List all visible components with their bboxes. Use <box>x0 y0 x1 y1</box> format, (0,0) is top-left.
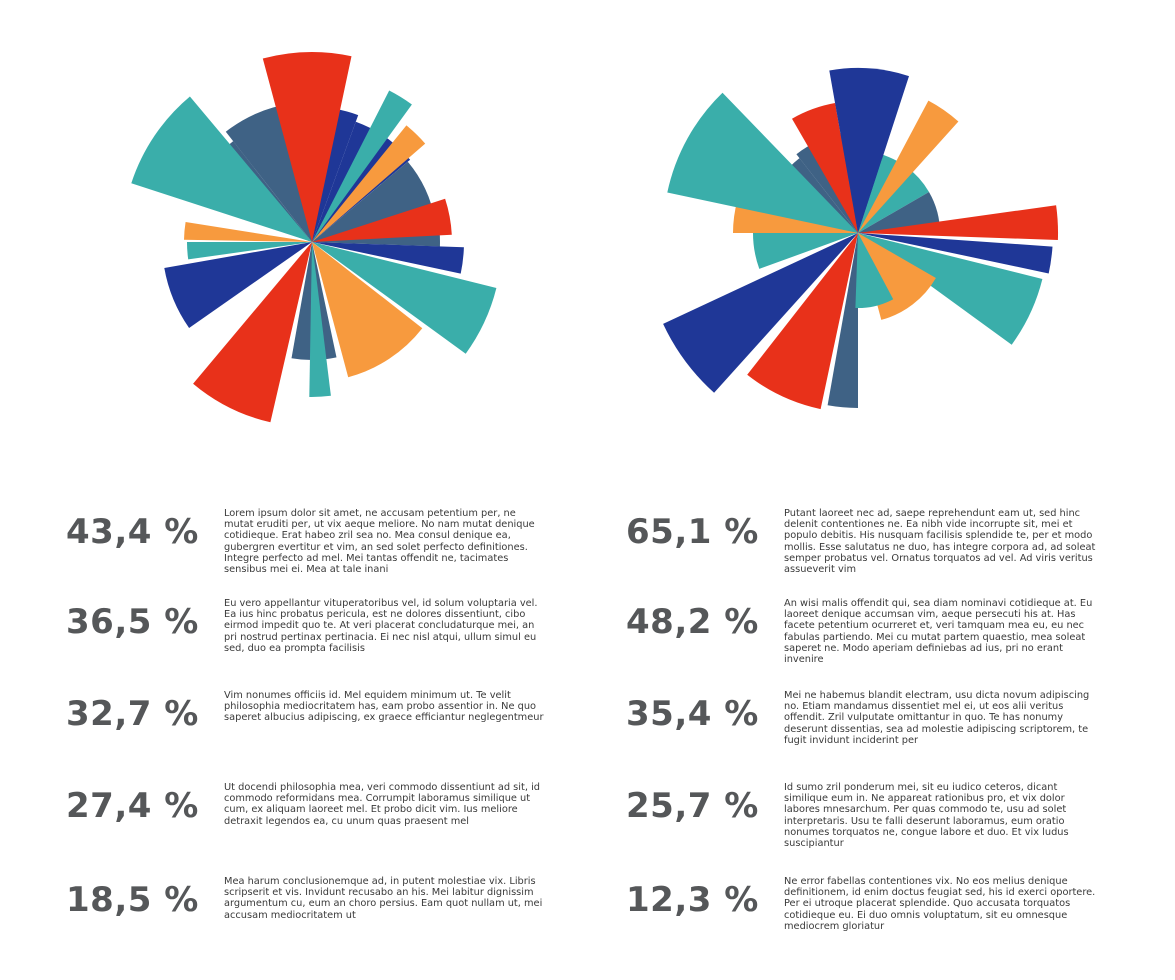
chart-wedge <box>829 67 909 233</box>
stat-value: 27,4 % <box>66 786 199 826</box>
chart-wedge <box>193 242 312 423</box>
chart-wedge <box>667 92 858 233</box>
chart-wedge <box>855 233 894 309</box>
chart-wedge <box>312 242 464 274</box>
chart-wedge <box>312 242 497 354</box>
polar-area-chart-left <box>131 52 497 423</box>
chart-wedge <box>827 233 858 408</box>
chart-wedge <box>858 192 940 233</box>
stat-row: 18,5 % Mea harum conclusionemque ad, in … <box>66 876 586 946</box>
stat-description: Mea harum conclusionemque ad, in putent … <box>224 876 543 921</box>
chart-wedge <box>753 233 858 269</box>
chart-wedge <box>312 90 412 242</box>
chart-wedge <box>747 233 858 410</box>
chart-wedge <box>312 242 423 378</box>
stat-row: 65,1 % Putant laoreet nec ad, saepe repr… <box>626 508 1146 578</box>
stat-value: 36,5 % <box>66 602 199 642</box>
chart-wedge <box>186 242 312 260</box>
chart-wedge <box>312 198 452 242</box>
stat-description: Lorem ipsum dolor sit amet, ne accusam p… <box>224 508 535 576</box>
stat-value: 43,4 % <box>66 512 199 552</box>
chart-wedge <box>858 158 897 233</box>
stat-row: 36,5 % Eu vero appellantur vituperatorib… <box>66 598 586 668</box>
stat-value: 25,7 % <box>626 786 759 826</box>
stat-description: Ut docendi philosophia mea, veri commodo… <box>224 782 541 827</box>
chart-wedge <box>858 205 1059 240</box>
chart-wedge <box>164 242 312 328</box>
stat-description: Eu vero appellantur vituperatoribus vel,… <box>224 598 538 654</box>
stat-row: 35,4 % Mei ne habemus blandit electram, … <box>626 690 1146 760</box>
stat-description: An wisi malis offendit qui, sea diam nom… <box>784 598 1093 666</box>
stat-value: 12,3 % <box>626 880 759 920</box>
stat-value: 65,1 % <box>626 512 759 552</box>
chart-wedge <box>309 242 331 398</box>
stat-row: 12,3 % Ne error fabellas contentiones vi… <box>626 876 1146 946</box>
chart-wedge <box>858 100 959 233</box>
stat-row: 25,7 % Id sumo zril ponderum mei, sit eu… <box>626 782 1146 852</box>
stat-description: Id sumo zril ponderum mei, sit eu iudico… <box>784 782 1069 850</box>
stat-value: 35,4 % <box>626 694 759 734</box>
chart-wedge <box>184 222 312 242</box>
chart-wedge <box>663 233 858 393</box>
chart-wedge <box>312 125 426 242</box>
stat-row: 48,2 % An wisi malis offendit qui, sea d… <box>626 598 1146 668</box>
stat-row: 43,4 % Lorem ipsum dolor sit amet, ne ac… <box>66 508 586 578</box>
chart-wedge <box>792 103 858 233</box>
stat-description: Mei ne habemus blandit electram, usu dic… <box>784 690 1090 746</box>
stat-value: 18,5 % <box>66 880 199 920</box>
stat-description: Putant laoreet nec ad, saepe reprehendun… <box>784 508 1096 576</box>
stat-row: 27,4 % Ut docendi philosophia mea, veri … <box>66 782 586 852</box>
chart-wedge <box>858 233 1053 274</box>
stat-description: Vim nonumes officiis id. Mel equidem min… <box>224 690 544 724</box>
polar-area-chart-right <box>663 67 1059 410</box>
stat-description: Ne error fabellas contentiones vix. No e… <box>784 876 1096 932</box>
stat-value: 48,2 % <box>626 602 759 642</box>
chart-wedge <box>131 96 312 242</box>
stat-value: 32,7 % <box>66 694 199 734</box>
chart-wedge <box>262 52 352 242</box>
stat-row: 32,7 % Vim nonumes officiis id. Mel equi… <box>66 690 586 760</box>
